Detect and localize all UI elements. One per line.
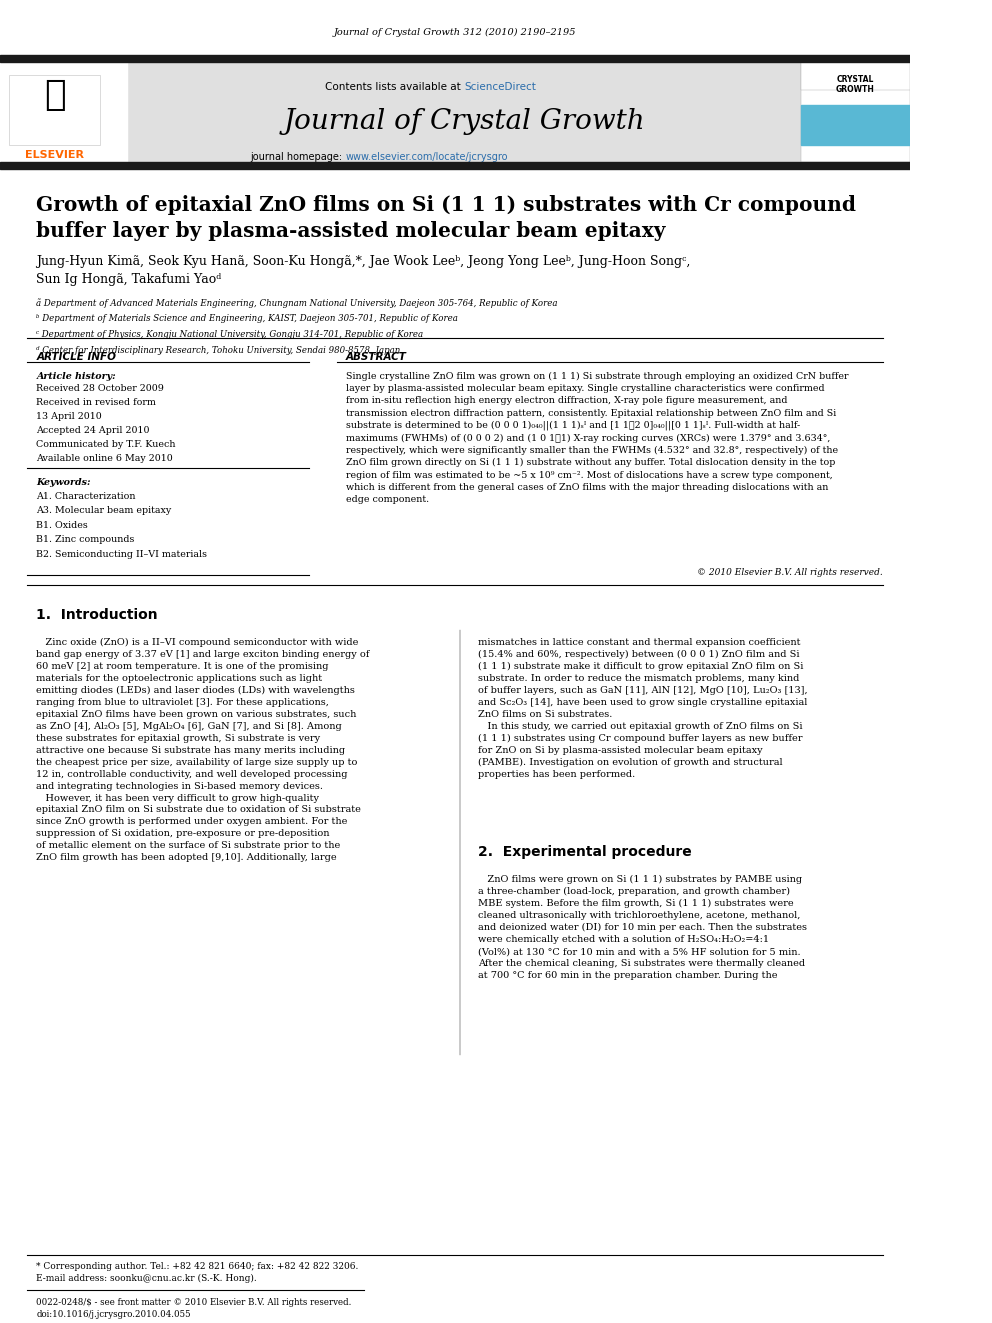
Text: mismatches in lattice constant and thermal expansion coefficient
(15.4% and 60%,: mismatches in lattice constant and therm… xyxy=(478,638,807,779)
Text: ZnO films were grown on Si (1 1 1) substrates by PAMBE using
a three-chamber (lo: ZnO films were grown on Si (1 1 1) subst… xyxy=(478,875,806,980)
Bar xyxy=(801,62,910,90)
Bar xyxy=(0,62,127,161)
Text: ARTICLE INFO: ARTICLE INFO xyxy=(37,352,116,363)
Text: ᵈ Center for Interdisciplinary Research, Tohoku University, Sendai 980-8578, Jap: ᵈ Center for Interdisciplinary Research,… xyxy=(37,347,401,355)
Text: B1. Oxides: B1. Oxides xyxy=(37,521,88,531)
Text: Journal of Crystal Growth 312 (2010) 2190–2195: Journal of Crystal Growth 312 (2010) 219… xyxy=(333,28,576,37)
Text: Single crystalline ZnO film was grown on (1 1 1) Si substrate through employing : Single crystalline ZnO film was grown on… xyxy=(346,372,848,504)
Text: 2.  Experimental procedure: 2. Experimental procedure xyxy=(478,845,691,859)
Text: 0022-0248/$ - see front matter © 2010 Elsevier B.V. All rights reserved.: 0022-0248/$ - see front matter © 2010 El… xyxy=(37,1298,352,1307)
Text: Received in revised form: Received in revised form xyxy=(37,398,157,407)
Bar xyxy=(127,62,801,161)
Text: 13 April 2010: 13 April 2010 xyxy=(37,411,102,421)
Bar xyxy=(801,105,910,146)
Text: Jung-Hyun Kimã, Seok Kyu Hanã, Soon-Ku Hongã,*, Jae Wook Leeᵇ, Jeong Yong Leeᵇ, : Jung-Hyun Kimã, Seok Kyu Hanã, Soon-Ku H… xyxy=(37,255,690,286)
Text: ᶜ Department of Physics, Kongju National University, Gongju 314-701, Republic of: ᶜ Department of Physics, Kongju National… xyxy=(37,329,424,339)
Text: doi:10.1016/j.jcrysgro.2010.04.055: doi:10.1016/j.jcrysgro.2010.04.055 xyxy=(37,1310,191,1319)
Text: Accepted 24 April 2010: Accepted 24 April 2010 xyxy=(37,426,150,435)
Bar xyxy=(0,161,910,169)
Bar xyxy=(0,56,910,62)
Text: Available online 6 May 2010: Available online 6 May 2010 xyxy=(37,454,174,463)
Text: A3. Molecular beam epitaxy: A3. Molecular beam epitaxy xyxy=(37,507,172,516)
Text: Received 28 October 2009: Received 28 October 2009 xyxy=(37,384,165,393)
Text: CRYSTAL
GROWTH: CRYSTAL GROWTH xyxy=(836,75,875,94)
Text: Communicated by T.F. Kuech: Communicated by T.F. Kuech xyxy=(37,441,176,448)
Text: Growth of epitaxial ZnO films on Si (1 1 1) substrates with Cr compound
buffer l: Growth of epitaxial ZnO films on Si (1 1… xyxy=(37,194,856,241)
Text: B1. Zinc compounds: B1. Zinc compounds xyxy=(37,536,135,545)
Text: B2. Semiconducting II–VI materials: B2. Semiconducting II–VI materials xyxy=(37,550,207,560)
Text: Journal of Crystal Growth: Journal of Crystal Growth xyxy=(284,108,645,135)
Text: Contents lists available at: Contents lists available at xyxy=(325,82,464,93)
Text: E-mail address: soonku@cnu.ac.kr (S.-K. Hong).: E-mail address: soonku@cnu.ac.kr (S.-K. … xyxy=(37,1274,257,1283)
Text: A1. Characterization: A1. Characterization xyxy=(37,492,136,501)
Text: ã Department of Advanced Materials Engineering, Chungnam National University, Da: ã Department of Advanced Materials Engin… xyxy=(37,298,558,308)
Text: 1.  Introduction: 1. Introduction xyxy=(37,609,158,622)
Text: Zinc oxide (ZnO) is a II–VI compound semiconductor with wide
band gap energy of : Zinc oxide (ZnO) is a II–VI compound sem… xyxy=(37,638,370,863)
Bar xyxy=(801,62,910,161)
Text: © 2010 Elsevier B.V. All rights reserved.: © 2010 Elsevier B.V. All rights reserved… xyxy=(697,568,883,577)
Text: * Corresponding author. Tel.: +82 42 821 6640; fax: +82 42 822 3206.: * Corresponding author. Tel.: +82 42 821… xyxy=(37,1262,359,1271)
Text: ᵇ Department of Materials Science and Engineering, KAIST, Daejeon 305-701, Repub: ᵇ Department of Materials Science and En… xyxy=(37,314,458,323)
Text: Keywords:: Keywords: xyxy=(37,478,91,487)
Text: ELSEVIER: ELSEVIER xyxy=(25,149,84,160)
Text: journal homepage:: journal homepage: xyxy=(251,152,346,161)
Text: 🌳: 🌳 xyxy=(44,78,65,112)
Text: Article history:: Article history: xyxy=(37,372,116,381)
Text: ABSTRACT: ABSTRACT xyxy=(346,352,407,363)
Text: www.elsevier.com/locate/jcrysgro: www.elsevier.com/locate/jcrysgro xyxy=(346,152,508,161)
Text: ScienceDirect: ScienceDirect xyxy=(464,82,536,93)
Bar xyxy=(9,75,100,146)
